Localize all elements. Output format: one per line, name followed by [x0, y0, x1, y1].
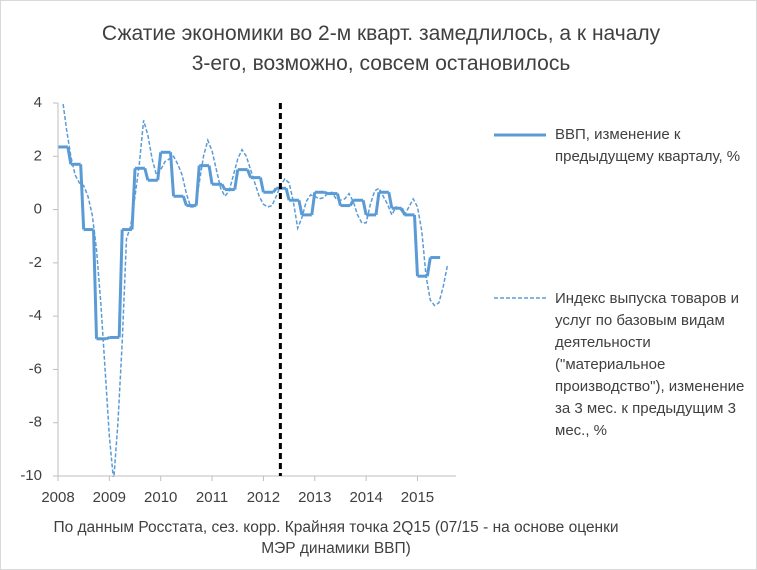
- step-riser: [117, 229, 124, 338]
- step-riser: [258, 177, 265, 193]
- step-riser: [143, 167, 150, 181]
- step-riser: [130, 168, 137, 230]
- y-tick-label: -10: [20, 467, 42, 484]
- line: [62, 103, 449, 477]
- y-tick-label: 2: [34, 147, 42, 164]
- step-riser: [297, 199, 304, 216]
- x-tick-label: 2010: [144, 489, 177, 506]
- y-tick-label: 0: [34, 201, 42, 218]
- step-riser: [374, 192, 381, 216]
- x-tick-label: 2014: [349, 489, 382, 506]
- y-tick-label: -4: [29, 307, 42, 324]
- y-tick-label: -8: [29, 414, 42, 431]
- x-tick-label: 2012: [247, 489, 280, 506]
- step-riser: [156, 152, 163, 181]
- step-riser: [348, 199, 355, 207]
- step-riser: [361, 199, 368, 216]
- step-riser: [181, 195, 188, 207]
- step-riser: [92, 229, 99, 339]
- y-tick-label: -6: [29, 360, 42, 377]
- step-riser: [233, 169, 240, 190]
- step-riser: [400, 207, 407, 216]
- step-riser: [246, 169, 252, 179]
- x-tick-label: 2009: [93, 489, 126, 506]
- step-riser: [412, 214, 419, 277]
- legend-label: Индекс выпуска товаров и услуг по базовы…: [555, 290, 745, 439]
- step-riser: [220, 183, 227, 191]
- y-tick-label: -2: [29, 254, 42, 271]
- step-riser: [425, 257, 432, 277]
- step-riser: [207, 165, 214, 185]
- step-riser: [272, 187, 278, 194]
- step-riser: [66, 146, 73, 165]
- x-tick-label: 2011: [196, 489, 228, 506]
- legend-label: ВВП, изменение к предыдущему кварталу, %: [555, 126, 741, 165]
- footnote: По данным Росстата, сез. корр. Крайняя т…: [53, 519, 619, 557]
- step-riser: [310, 192, 317, 216]
- x-tick-label: 2015: [401, 489, 434, 506]
- step-riser: [284, 187, 291, 201]
- plot-area: [58, 103, 449, 477]
- x-tick-label: 2008: [41, 489, 74, 506]
- step-riser: [79, 164, 86, 230]
- step-riser: [105, 336, 110, 341]
- step-riser: [169, 152, 176, 197]
- step-riser: [387, 191, 394, 209]
- x-tick-label: 2013: [298, 489, 331, 506]
- y-tick-label: 4: [34, 94, 42, 111]
- chart-title: Сжатие экономики во 2-м кварт. замедлило…: [101, 22, 661, 75]
